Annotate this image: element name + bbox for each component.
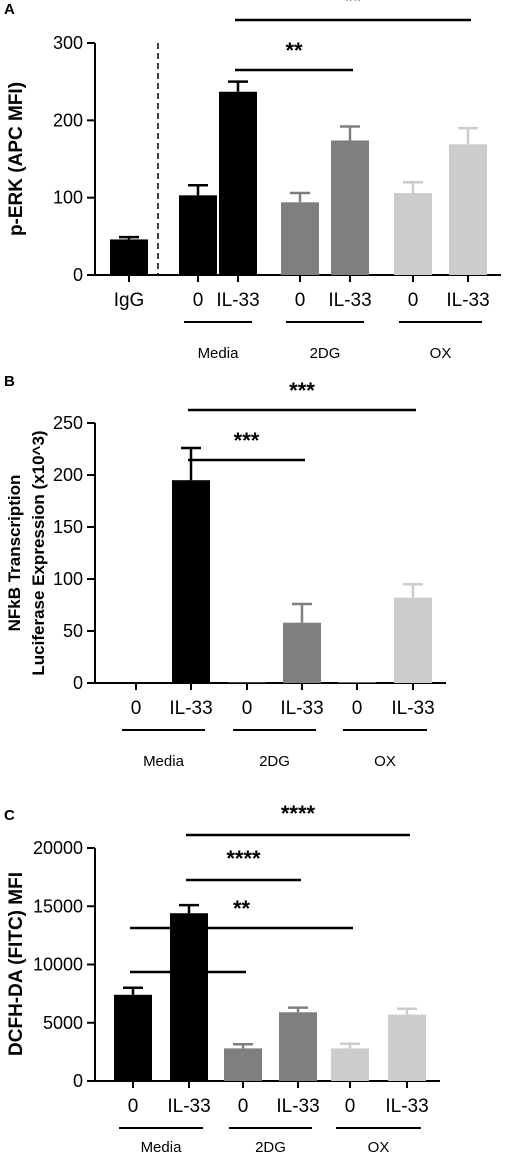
significance-label: **** <box>226 846 261 871</box>
x-tick-label: 0 <box>242 698 253 719</box>
bar <box>172 480 210 683</box>
x-tick-label: 0 <box>128 1096 139 1117</box>
bar <box>331 1048 369 1081</box>
significance-label: *** <box>289 378 315 403</box>
chart-panel-b: B NFkB Transcription Luciferase Expression… <box>4 373 446 770</box>
bar <box>179 195 217 275</box>
bar <box>331 140 369 275</box>
x-tick-label: 0 <box>131 698 142 719</box>
x-tick-label: IL-33 <box>169 698 212 719</box>
x-tick-label: IL-33 <box>167 1096 210 1117</box>
bar <box>338 682 376 683</box>
chart-panel-a: Ap-ERK (APC MFI) 0 100 200 300 IgG 0 IL-33 0 IL-3… <box>4 0 501 362</box>
y-tick-label: 100 <box>53 188 83 208</box>
x-tick-label: 0 <box>238 1096 249 1117</box>
significance-label: **** <box>281 801 316 826</box>
y-tick-label: 0 <box>73 1071 83 1091</box>
group-label: 2DG <box>259 753 290 770</box>
y-tick-label: 20000 <box>33 838 83 858</box>
y-tick-label: 0 <box>73 265 83 285</box>
significance-label: ** <box>179 940 197 965</box>
bar <box>283 622 321 683</box>
significance-label: ** <box>233 896 251 921</box>
panel-label: A <box>4 1 15 18</box>
bar <box>279 1012 317 1081</box>
bar <box>219 91 257 275</box>
y-tick-label: 50 <box>63 621 83 641</box>
group-label: Media <box>198 345 240 362</box>
bar <box>228 682 266 683</box>
chart-panel-c: C DCFH-DA (FITC) MFI 0 5000 10000 15000 20000 0… <box>4 801 440 1156</box>
x-tick-label: 0 <box>352 698 363 719</box>
y-axis-label: DCFH-DA (FITC) MFI <box>6 872 27 1056</box>
significance-label: *** <box>234 428 260 453</box>
y-tick-label: 150 <box>53 517 83 537</box>
x-tick-label: IL-33 <box>328 290 371 311</box>
bar <box>449 144 487 275</box>
x-tick-label: IL-33 <box>385 1096 428 1117</box>
y-tick-label: 15000 <box>33 896 83 916</box>
x-tick-label: IL-33 <box>446 290 489 311</box>
y-tick-label: 200 <box>53 465 83 485</box>
bar <box>224 1048 262 1081</box>
panel-label: B <box>4 373 15 390</box>
x-tick-label: 0 <box>193 290 204 311</box>
bar <box>110 239 148 275</box>
y-axis-label: p-ERK (APC MFI) <box>6 82 27 236</box>
y-axis-label: NFkB Transcription <box>5 475 24 632</box>
group-label: OX <box>374 753 396 770</box>
bar <box>170 913 208 1081</box>
x-tick-label: 0 <box>295 290 306 311</box>
y-tick-label: 300 <box>53 33 83 53</box>
x-tick-label: IL-33 <box>276 1096 319 1117</box>
bar <box>394 193 432 275</box>
group-label: 2DG <box>255 1139 286 1156</box>
group-label: OX <box>430 345 452 362</box>
x-tick-label: IL-33 <box>216 290 259 311</box>
bar <box>388 1014 426 1081</box>
group-label: Media <box>143 753 185 770</box>
panel-label: C <box>4 807 15 824</box>
y-tick-label: 100 <box>53 569 83 589</box>
significance-label: ** <box>285 38 303 63</box>
group-label: OX <box>368 1139 390 1156</box>
group-label: 2DG <box>310 345 341 362</box>
bar <box>117 682 155 683</box>
significance-label: ** <box>344 0 362 13</box>
x-tick-label: IL-33 <box>391 698 434 719</box>
x-tick-label: IgG <box>114 290 145 311</box>
group-label: Media <box>141 1139 183 1156</box>
bar <box>114 994 152 1081</box>
x-tick-label: IL-33 <box>280 698 323 719</box>
bar <box>394 597 432 683</box>
y-tick-label: 250 <box>53 413 83 433</box>
y-tick-label: 0 <box>73 673 83 693</box>
y-tick-label: 200 <box>53 110 83 130</box>
y-tick-label: 5000 <box>43 1013 83 1033</box>
bar <box>281 202 319 275</box>
y-axis-label-line2: Luciferase Expression (x10^3) <box>29 430 48 675</box>
x-tick-label: 0 <box>345 1096 356 1117</box>
y-tick-label: 10000 <box>33 955 83 975</box>
x-tick-label: 0 <box>408 290 419 311</box>
